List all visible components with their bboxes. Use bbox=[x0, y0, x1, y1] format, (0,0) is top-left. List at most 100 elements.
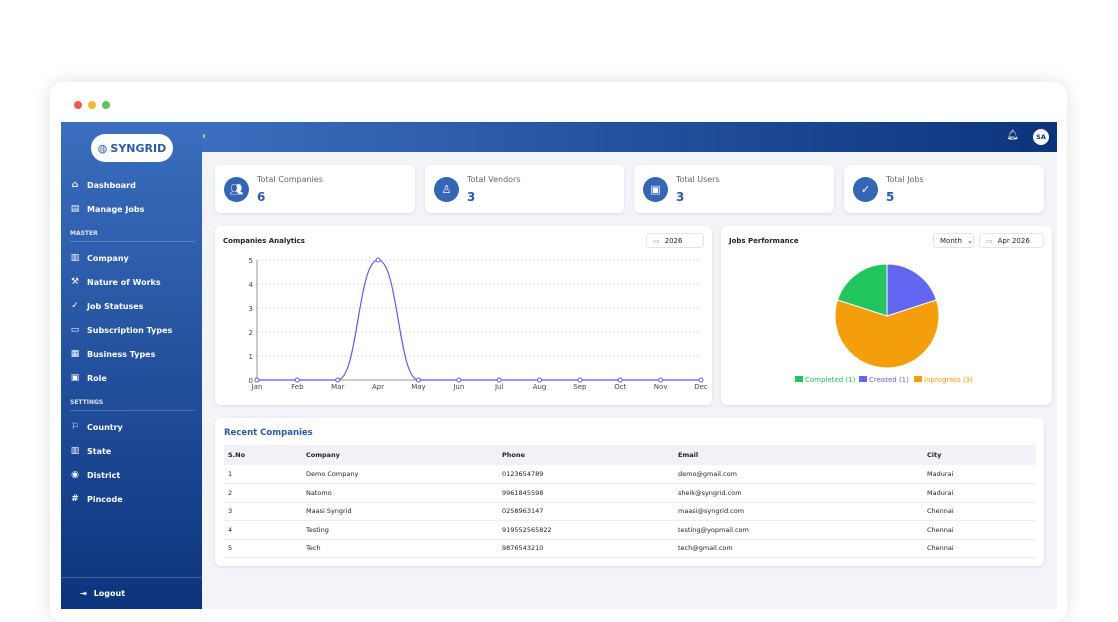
sidebar-item-country[interactable]: ⚐ Country bbox=[70, 422, 123, 432]
data-point bbox=[577, 377, 583, 383]
data-point bbox=[375, 257, 381, 263]
y-tick-label: 0 bbox=[249, 377, 253, 385]
legend-swatch bbox=[859, 376, 867, 382]
companies-line-chart: 0 1 2 3 4 5 Jan Feb Mar Apr May Jun Jul Aug Sep Oct Nov D… bbox=[249, 257, 708, 391]
data-point bbox=[415, 377, 421, 383]
data-point bbox=[617, 377, 623, 383]
table-row[interactable]: 2 Natomo 9961845598 sheik@syngrid.com Madura… bbox=[224, 483, 1036, 503]
hammer-icon: ⚒ bbox=[70, 277, 80, 287]
users-icon: 👥︎ bbox=[224, 177, 249, 202]
table-cell: Madurai bbox=[923, 483, 1036, 503]
pie-slice-created bbox=[886, 263, 938, 317]
year-picker[interactable]: ▭ 2026 bbox=[646, 233, 704, 248]
table-cell: 9961845598 bbox=[498, 483, 674, 503]
pie-slice-inprogress bbox=[834, 299, 940, 369]
table-cell: Testing bbox=[302, 520, 498, 540]
map-icon: ▥ bbox=[70, 446, 80, 456]
y-tick-label: 3 bbox=[249, 305, 253, 313]
logout-button[interactable]: ⇥ Logout bbox=[61, 577, 202, 609]
legend-swatch bbox=[795, 376, 803, 382]
y-tick-label: 5 bbox=[249, 257, 253, 265]
table-row[interactable]: 5 Tech 9876543210 tech@gmail.com Chennai bbox=[224, 539, 1036, 558]
table-cell: Madurai bbox=[923, 465, 1036, 484]
data-point bbox=[335, 377, 341, 383]
table-cell: 0258963147 bbox=[498, 502, 674, 521]
check-circle-icon: ✓ bbox=[71, 301, 79, 311]
x-tick-label: Aug bbox=[533, 383, 547, 391]
calendar-icon: ▭ bbox=[653, 236, 660, 245]
collapse-sidebar-icon[interactable]: ‹ bbox=[202, 131, 206, 142]
section-settings: SETTINGS bbox=[70, 399, 195, 411]
app: ◍ SYNGRID ⌂ Dashboard ▤ Manage Jobs MASTER … bbox=[61, 122, 1057, 609]
home-icon: ⌂ bbox=[71, 180, 79, 190]
sidebar-item-district[interactable]: ◉ District bbox=[71, 470, 121, 480]
table-cell: tech@gmail.com bbox=[674, 539, 923, 558]
stat-card-users[interactable]: ▣ Total Users 3 bbox=[634, 165, 834, 213]
column-header: City bbox=[923, 445, 1036, 465]
globe-icon: ◍ bbox=[97, 141, 108, 155]
sidebar-item-role[interactable]: ▣ Role bbox=[70, 373, 107, 383]
hash-icon: # bbox=[71, 494, 79, 504]
table-cell: Chennai bbox=[923, 539, 1036, 558]
minimize-window-dot[interactable] bbox=[88, 101, 96, 109]
period-select[interactable]: Month ⌄ bbox=[933, 233, 974, 248]
table-cell: Demo Company bbox=[302, 465, 498, 484]
table-cell: Chennai bbox=[923, 520, 1036, 540]
briefcase-icon: ▣ bbox=[643, 177, 668, 202]
sidebar-item-dashboard[interactable]: ⌂ Dashboard bbox=[71, 180, 136, 190]
section-master: MASTER bbox=[70, 230, 195, 242]
document-icon: ▤ bbox=[70, 204, 80, 214]
sidebar-item-nature-of-works[interactable]: ⚒ Nature of Works bbox=[70, 277, 161, 287]
sidebar-item-state[interactable]: ▥ State bbox=[70, 446, 112, 456]
y-tick-label: 2 bbox=[249, 329, 253, 337]
series-line bbox=[256, 259, 701, 381]
table-cell: 5 bbox=[224, 539, 302, 558]
logo[interactable]: ◍ SYNGRID bbox=[91, 134, 173, 162]
briefcase-icon: ▣ bbox=[70, 373, 80, 383]
companies-analytics-card: Companies Analytics ▭ 2026 0 1 2 3 4 5 Jan Feb Ma… bbox=[215, 226, 712, 405]
sidebar-item-subscription-types[interactable]: ▭ Subscription Types bbox=[70, 325, 173, 335]
table-cell: 0123654789 bbox=[498, 465, 674, 484]
stat-card-jobs[interactable]: ✓ Total Jobs 5 bbox=[844, 165, 1044, 213]
store-icon: ▦ bbox=[70, 349, 80, 359]
sidebar-item-job-statuses[interactable]: ✓ Job Statuses bbox=[71, 301, 144, 311]
table-cell: Maasi Syngrid bbox=[302, 502, 498, 521]
column-header: Phone bbox=[498, 445, 674, 465]
table-cell: testing@yopmail.com bbox=[674, 520, 923, 540]
x-tick-label: Jul bbox=[494, 383, 504, 391]
bell-icon[interactable]: 🔔︎ bbox=[1006, 130, 1019, 141]
avatar[interactable]: SA bbox=[1033, 129, 1049, 145]
table-cell: 1 bbox=[224, 465, 302, 484]
data-point bbox=[698, 377, 704, 383]
sidebar-item-company[interactable]: ▥ Company bbox=[70, 253, 129, 263]
table-cell: sheik@syngrid.com bbox=[674, 483, 923, 503]
x-tick-label: Feb bbox=[291, 383, 304, 391]
data-point bbox=[537, 377, 543, 383]
x-tick-label: Oct bbox=[614, 383, 626, 391]
x-tick-label: Nov bbox=[654, 383, 668, 391]
maximize-window-dot[interactable] bbox=[102, 101, 110, 109]
sidebar-item-pincode[interactable]: # Pincode bbox=[71, 494, 123, 504]
legend-label: Created (1) bbox=[869, 376, 909, 384]
x-tick-label: Jan bbox=[251, 383, 263, 391]
jobs-performance-card: Jobs Performance Month ⌄ ▭ Apr 2026 Comple… bbox=[721, 226, 1052, 405]
sidebar-item-manage-jobs[interactable]: ▤ Manage Jobs bbox=[70, 204, 145, 214]
close-window-dot[interactable] bbox=[74, 101, 82, 109]
stat-card-vendors[interactable]: ♙ Total Vendors 3 bbox=[425, 165, 624, 213]
month-picker[interactable]: ▭ Apr 2026 bbox=[979, 233, 1044, 248]
legend-label: Completed (1) bbox=[805, 376, 856, 384]
y-tick-label: 1 bbox=[249, 353, 253, 361]
sidebar-item-business-types[interactable]: ▦ Business Types bbox=[70, 349, 156, 359]
table-row[interactable]: 1 Demo Company 0123654789 demo@gmail.com Mad… bbox=[224, 465, 1036, 484]
credit-card-icon: ▭ bbox=[70, 325, 80, 335]
map-pin-icon: ◉ bbox=[71, 470, 79, 480]
table-cell: 2 bbox=[224, 483, 302, 503]
legend-label: Inprogress (3) bbox=[924, 376, 973, 384]
legend-swatch bbox=[914, 376, 922, 382]
table-row[interactable]: 3 Maasi Syngrid 0258963147 maasi@syngrid.co… bbox=[224, 502, 1036, 521]
column-header: Email bbox=[674, 445, 923, 465]
table-row[interactable]: 4 Testing 919552565822 testing@yopmail.com C… bbox=[224, 520, 1036, 540]
table-cell: Chennai bbox=[923, 502, 1036, 521]
table-cell: 3 bbox=[224, 502, 302, 521]
stat-card-companies[interactable]: 👥︎ Total Companies 6 bbox=[215, 165, 415, 213]
